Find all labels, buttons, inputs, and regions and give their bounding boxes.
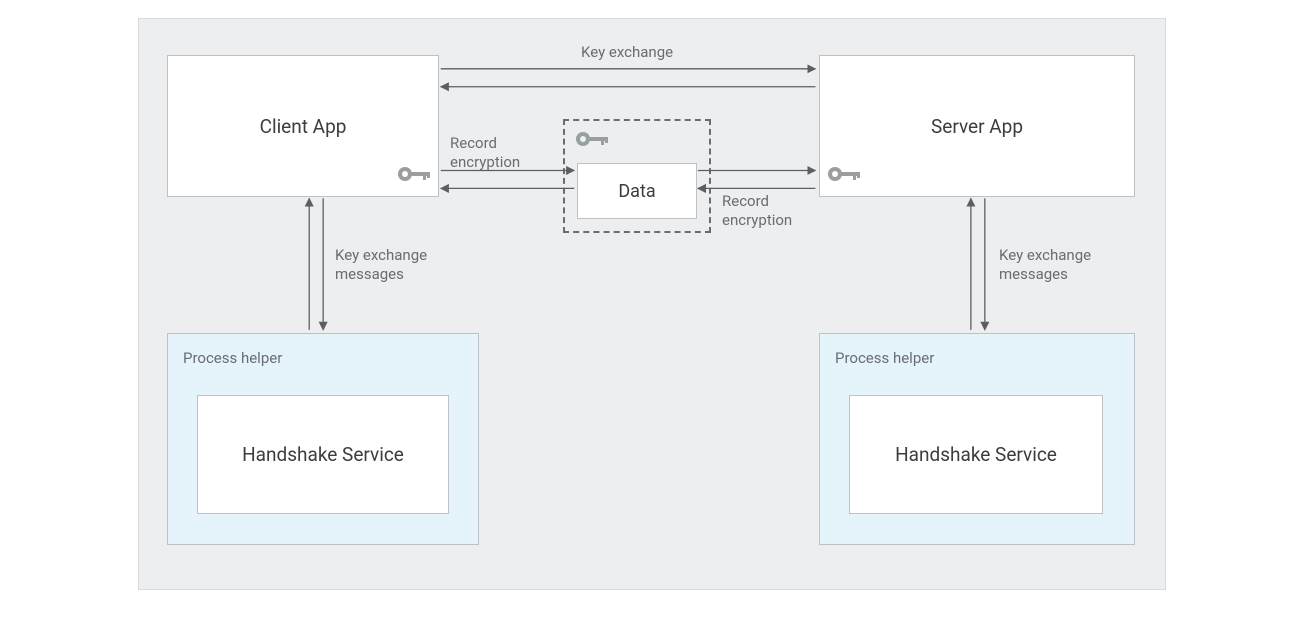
handshake-service-right: Handshake Service [849, 395, 1103, 514]
handshake-service-left: Handshake Service [197, 395, 449, 514]
key-exchange-label: Key exchange [581, 43, 673, 62]
record-encryption-right-label: Record encryption [722, 192, 802, 230]
key-icon [397, 163, 431, 189]
key-icon [575, 128, 609, 154]
process-helper-left-label: Process helper [183, 349, 282, 367]
diagram-canvas: Client App Server App Data Process helpe… [138, 18, 1166, 590]
server-app-box: Server App [819, 55, 1135, 197]
key-msgs-left-label: Key exchange messages [335, 246, 445, 284]
key-msgs-right-label: Key exchange messages [999, 246, 1109, 284]
data-box: Data [577, 163, 697, 219]
key-icon [827, 163, 861, 189]
server-app-label: Server App [931, 115, 1023, 138]
client-app-label: Client App [260, 115, 347, 138]
record-encryption-left-label: Record encryption [450, 134, 530, 172]
process-helper-right-label: Process helper [835, 349, 934, 367]
handshake-right-label: Handshake Service [895, 443, 1057, 466]
handshake-left-label: Handshake Service [242, 443, 404, 466]
data-label: Data [618, 181, 655, 202]
